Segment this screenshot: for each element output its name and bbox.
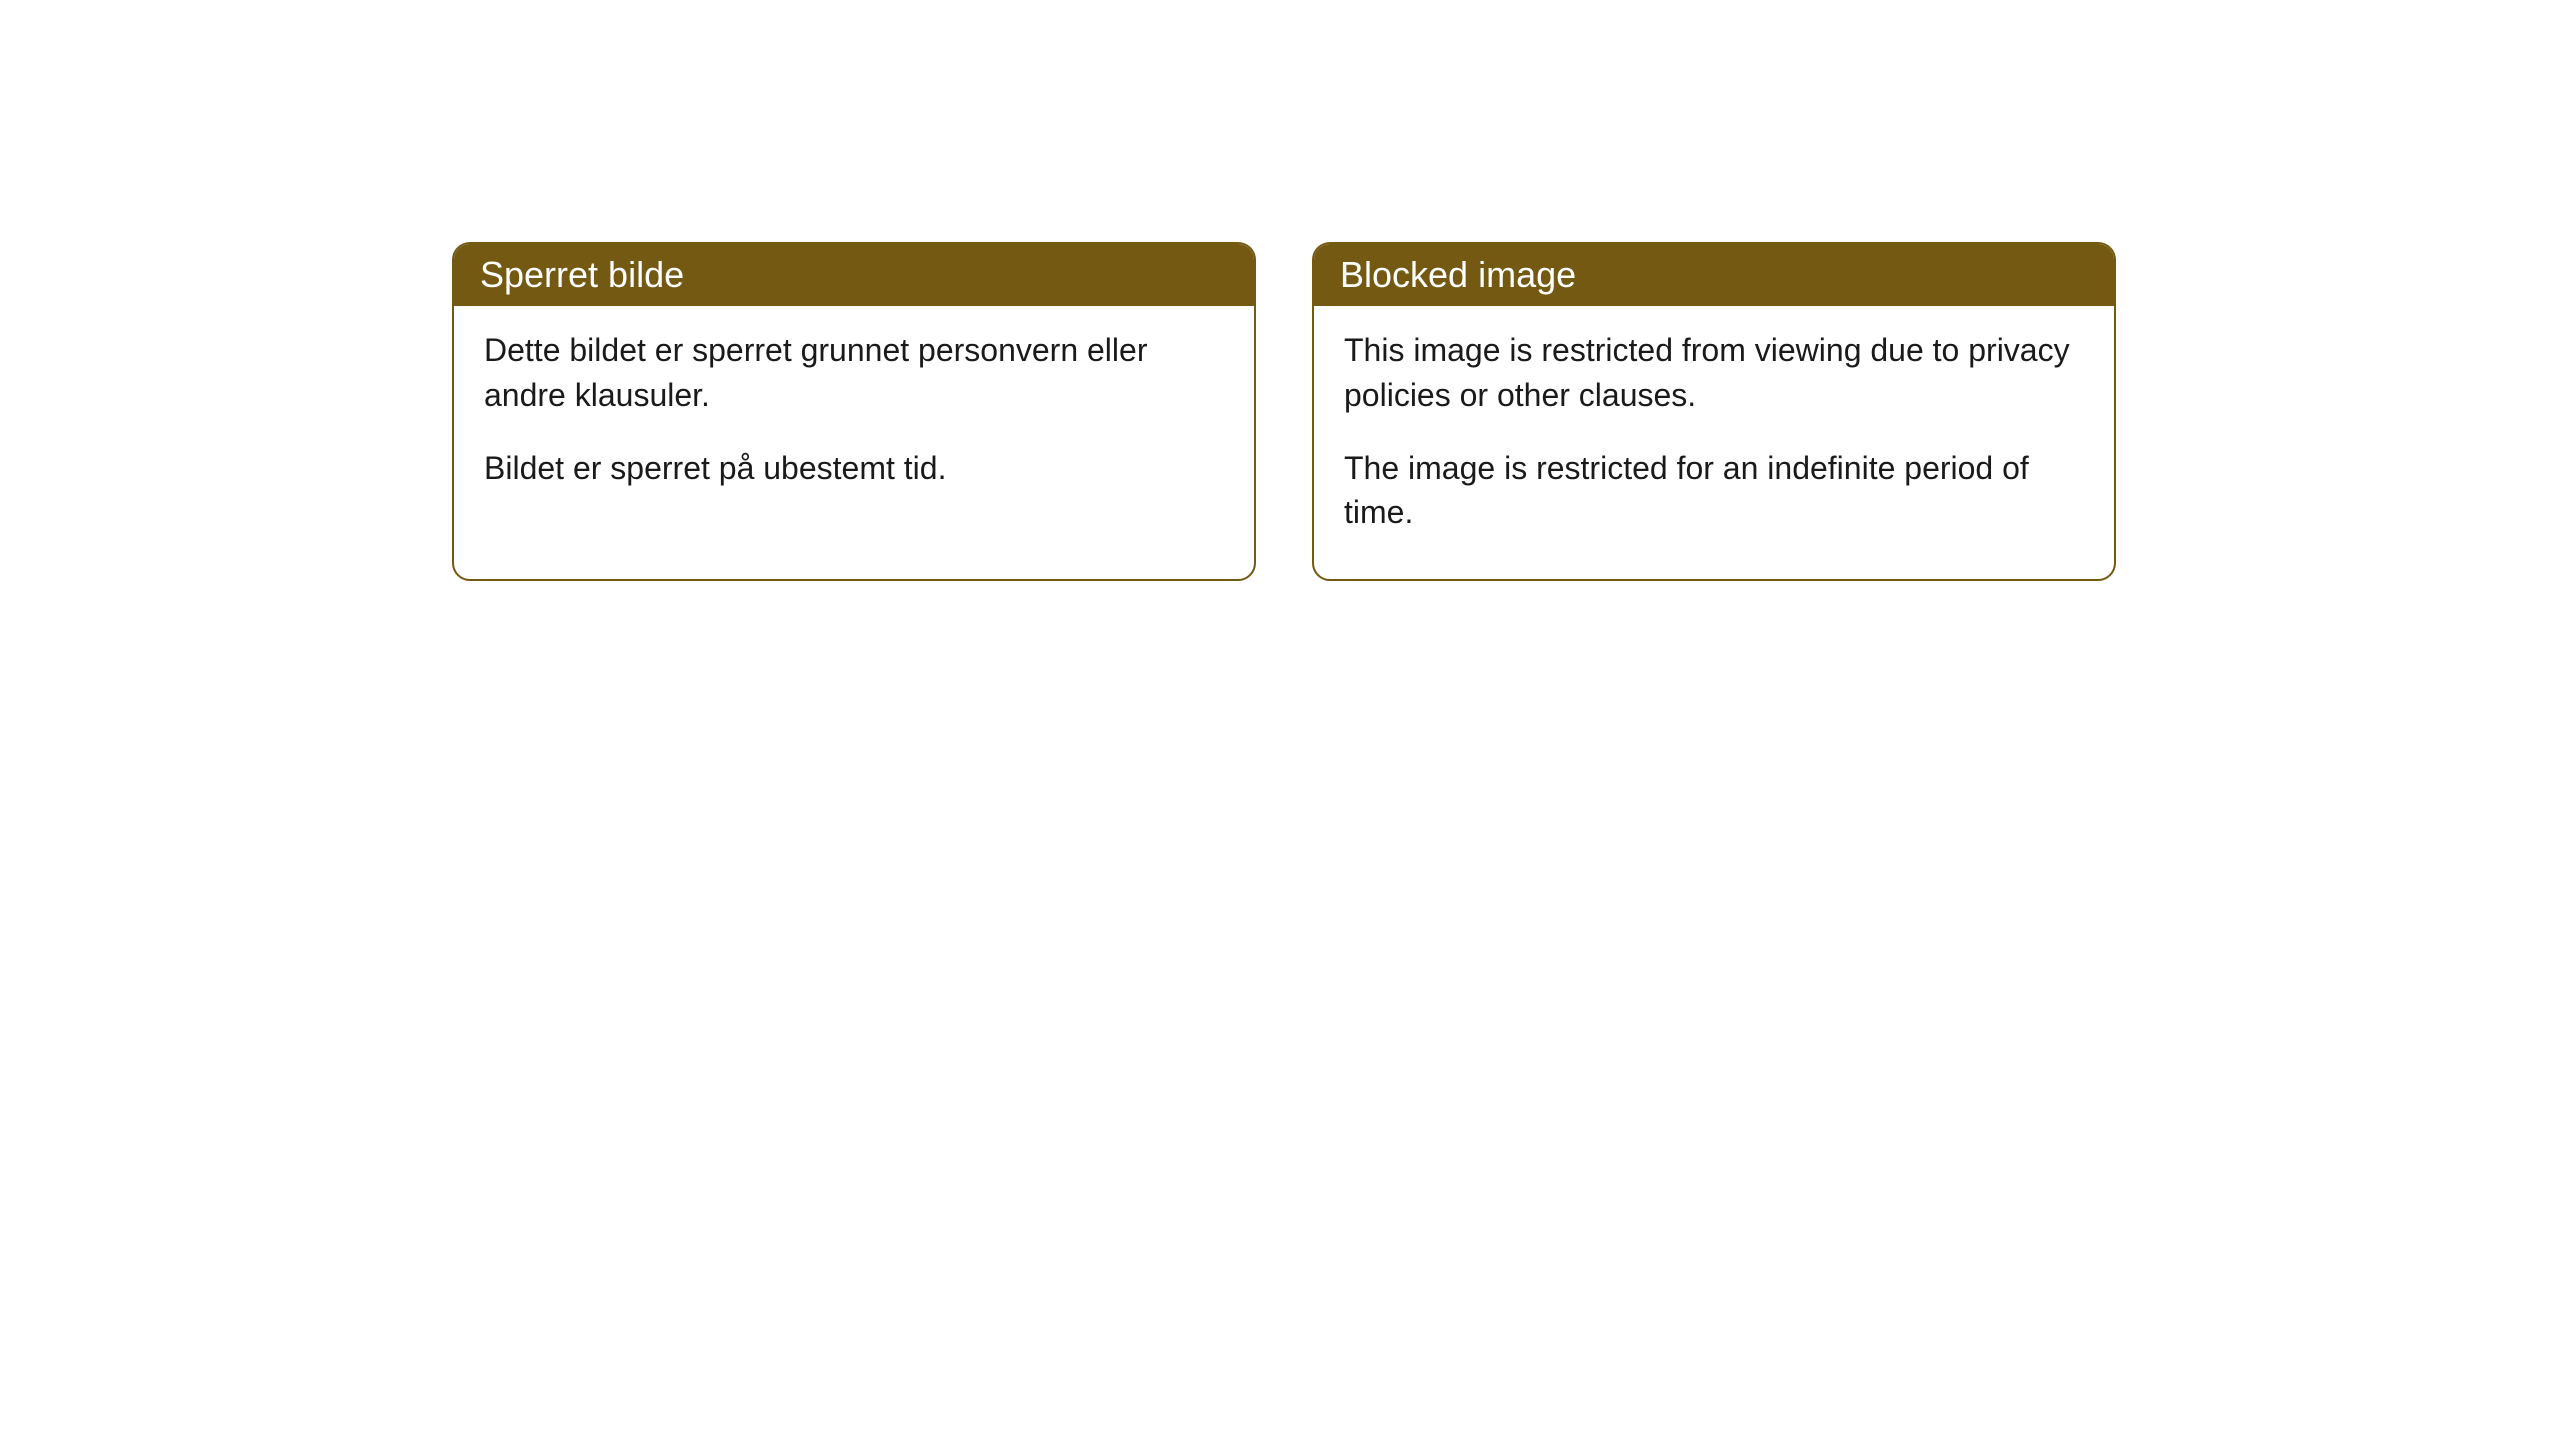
blocked-image-card-english: Blocked image This image is restricted f… xyxy=(1312,242,2116,581)
card-paragraph: Dette bildet er sperret grunnet personve… xyxy=(484,328,1224,418)
blocked-image-card-norwegian: Sperret bilde Dette bildet er sperret gr… xyxy=(452,242,1256,581)
card-body: This image is restricted from viewing du… xyxy=(1314,306,2114,579)
card-title: Sperret bilde xyxy=(480,254,684,295)
card-paragraph: The image is restricted for an indefinit… xyxy=(1344,446,2084,536)
card-body: Dette bildet er sperret grunnet personve… xyxy=(454,306,1254,534)
card-paragraph: Bildet er sperret på ubestemt tid. xyxy=(484,446,1224,491)
card-header: Blocked image xyxy=(1314,244,2114,306)
cards-container: Sperret bilde Dette bildet er sperret gr… xyxy=(0,0,2560,581)
card-title: Blocked image xyxy=(1340,254,1576,295)
card-header: Sperret bilde xyxy=(454,244,1254,306)
card-paragraph: This image is restricted from viewing du… xyxy=(1344,328,2084,418)
